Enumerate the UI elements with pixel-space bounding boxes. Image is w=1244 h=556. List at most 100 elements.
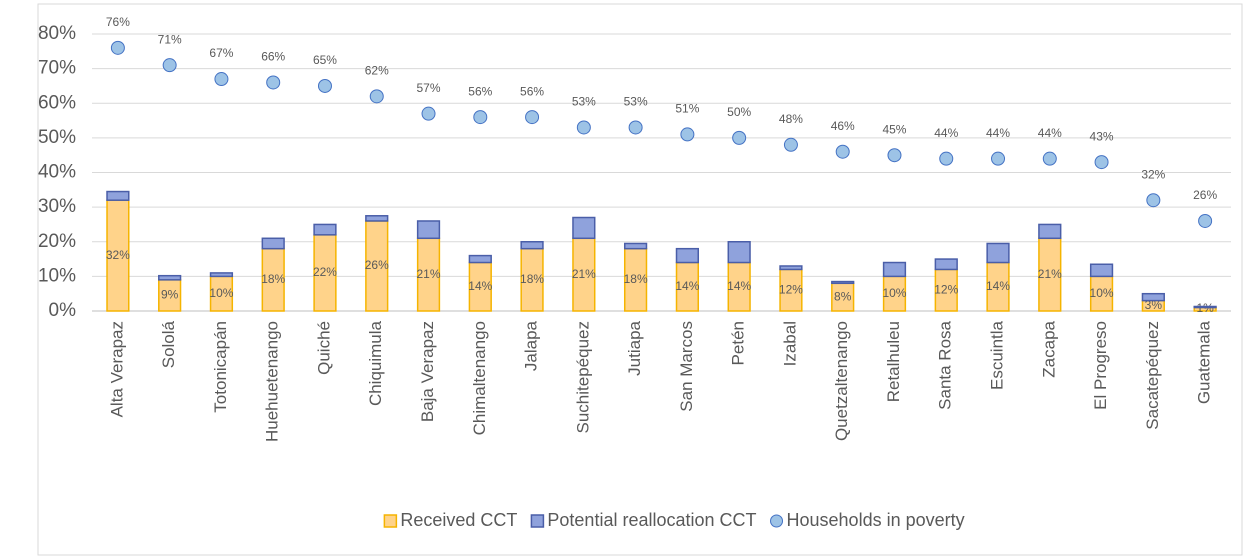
y-tick-label: 60%: [38, 92, 76, 113]
value-label: 14%: [675, 279, 699, 293]
point: [939, 151, 954, 166]
x-tick-label: Totonicapán: [211, 321, 230, 413]
bar: [106, 190, 130, 201]
value-label: 50%: [727, 105, 751, 119]
value-label: 14%: [986, 279, 1010, 293]
legend-label: Received CCT: [400, 510, 517, 530]
value-label: 56%: [520, 84, 544, 98]
value-label: 44%: [934, 126, 958, 140]
x-tick-label: Guatemala: [1195, 320, 1214, 404]
point: [266, 75, 281, 90]
value-label: 71%: [158, 32, 182, 46]
bar: [572, 216, 596, 240]
y-tick-label: 20%: [38, 231, 76, 252]
point: [1146, 193, 1161, 208]
x-tick-label: Izabal: [780, 321, 799, 366]
point: [732, 130, 747, 145]
y-tick-label: 10%: [38, 265, 76, 286]
x-tick-label: Jalapa: [522, 320, 541, 371]
value-label: 53%: [572, 95, 596, 109]
legend-label: Potential reallocation CCT: [547, 510, 756, 530]
point: [214, 72, 229, 87]
point: [680, 127, 695, 142]
point: [1042, 151, 1057, 166]
x-tick-label: Huehuetenango: [263, 321, 282, 442]
x-tick-label: Zacapa: [1039, 320, 1058, 377]
value-label: 10%: [882, 286, 906, 300]
legend-item: Potential reallocation CCT: [530, 510, 757, 530]
bar: [416, 220, 441, 240]
value-label: 46%: [831, 119, 855, 133]
value-label: 14%: [727, 279, 751, 293]
bar: [934, 258, 958, 271]
value-label: 12%: [779, 282, 803, 296]
point: [1094, 155, 1109, 170]
point: [317, 78, 332, 93]
value-label: 66%: [261, 50, 285, 64]
value-label: 18%: [624, 272, 648, 286]
bar: [261, 237, 285, 250]
y-tick-label: 80%: [38, 23, 76, 44]
x-tick-label: Quiché: [314, 321, 333, 375]
value-label: 67%: [209, 46, 233, 60]
x-tick-label: Petén: [729, 321, 748, 365]
bar: [520, 241, 544, 250]
x-tick-label: Suchitepéquez: [573, 321, 592, 433]
value-label: 62%: [365, 63, 389, 77]
x-tick-label: El Progreso: [1091, 321, 1110, 410]
point: [576, 120, 591, 135]
value-label: 44%: [986, 126, 1010, 140]
bar: [1193, 305, 1217, 309]
bar: [1089, 263, 1114, 278]
x-tick-label: Sacatepéquez: [1143, 321, 1162, 430]
bar: [158, 274, 182, 281]
value-label: 53%: [624, 95, 648, 109]
x-tick-label: San Marcos: [677, 321, 696, 412]
value-label: 56%: [468, 84, 492, 98]
y-tick-label: 40%: [38, 162, 76, 183]
value-label: 22%: [313, 265, 337, 279]
value-label: 51%: [675, 102, 699, 116]
bar: [882, 261, 907, 278]
bar: [313, 223, 337, 236]
bar: [1038, 223, 1062, 240]
x-tick-label: Jutiapa: [625, 320, 644, 375]
value-label: 32%: [1141, 167, 1165, 181]
value-label: 3%: [1145, 298, 1163, 312]
bar: [779, 265, 803, 271]
x-tick-label: Santa Rosa: [936, 320, 955, 409]
value-label: 14%: [468, 279, 492, 293]
point: [991, 151, 1006, 166]
bar: [1141, 292, 1165, 302]
point: [421, 106, 436, 121]
x-tick-label: Alta Verapaz: [107, 321, 126, 417]
point: [162, 58, 177, 73]
bar: [468, 254, 492, 264]
point: [473, 110, 488, 125]
value-label: 32%: [106, 248, 130, 262]
x-tick-label: Retalhuleu: [884, 321, 903, 402]
y-tick-label: 50%: [38, 127, 76, 148]
x-tick-label: Quetzaltenango: [832, 321, 851, 441]
y-tick-label: 30%: [38, 196, 76, 217]
point: [628, 120, 643, 135]
x-tick-label: Baja Verapaz: [418, 321, 437, 422]
value-label: 21%: [417, 267, 441, 281]
point: [369, 89, 384, 104]
x-tick-label: Chimaltenango: [470, 321, 489, 435]
legend-marker: [530, 514, 545, 528]
legend-item: Households in poverty: [770, 510, 965, 530]
point: [110, 40, 125, 55]
value-label: 26%: [365, 258, 389, 272]
value-label: 45%: [882, 122, 906, 136]
chart-frame: [37, 3, 1243, 556]
bar: [675, 247, 700, 264]
bar: [986, 242, 1010, 264]
x-tick-label: Chiquimula: [366, 320, 385, 406]
value-label: 10%: [209, 286, 233, 300]
value-label: 65%: [313, 53, 337, 67]
bar: [831, 280, 855, 285]
value-label: 57%: [417, 81, 441, 95]
value-label: 21%: [1038, 267, 1062, 281]
point: [783, 137, 798, 152]
